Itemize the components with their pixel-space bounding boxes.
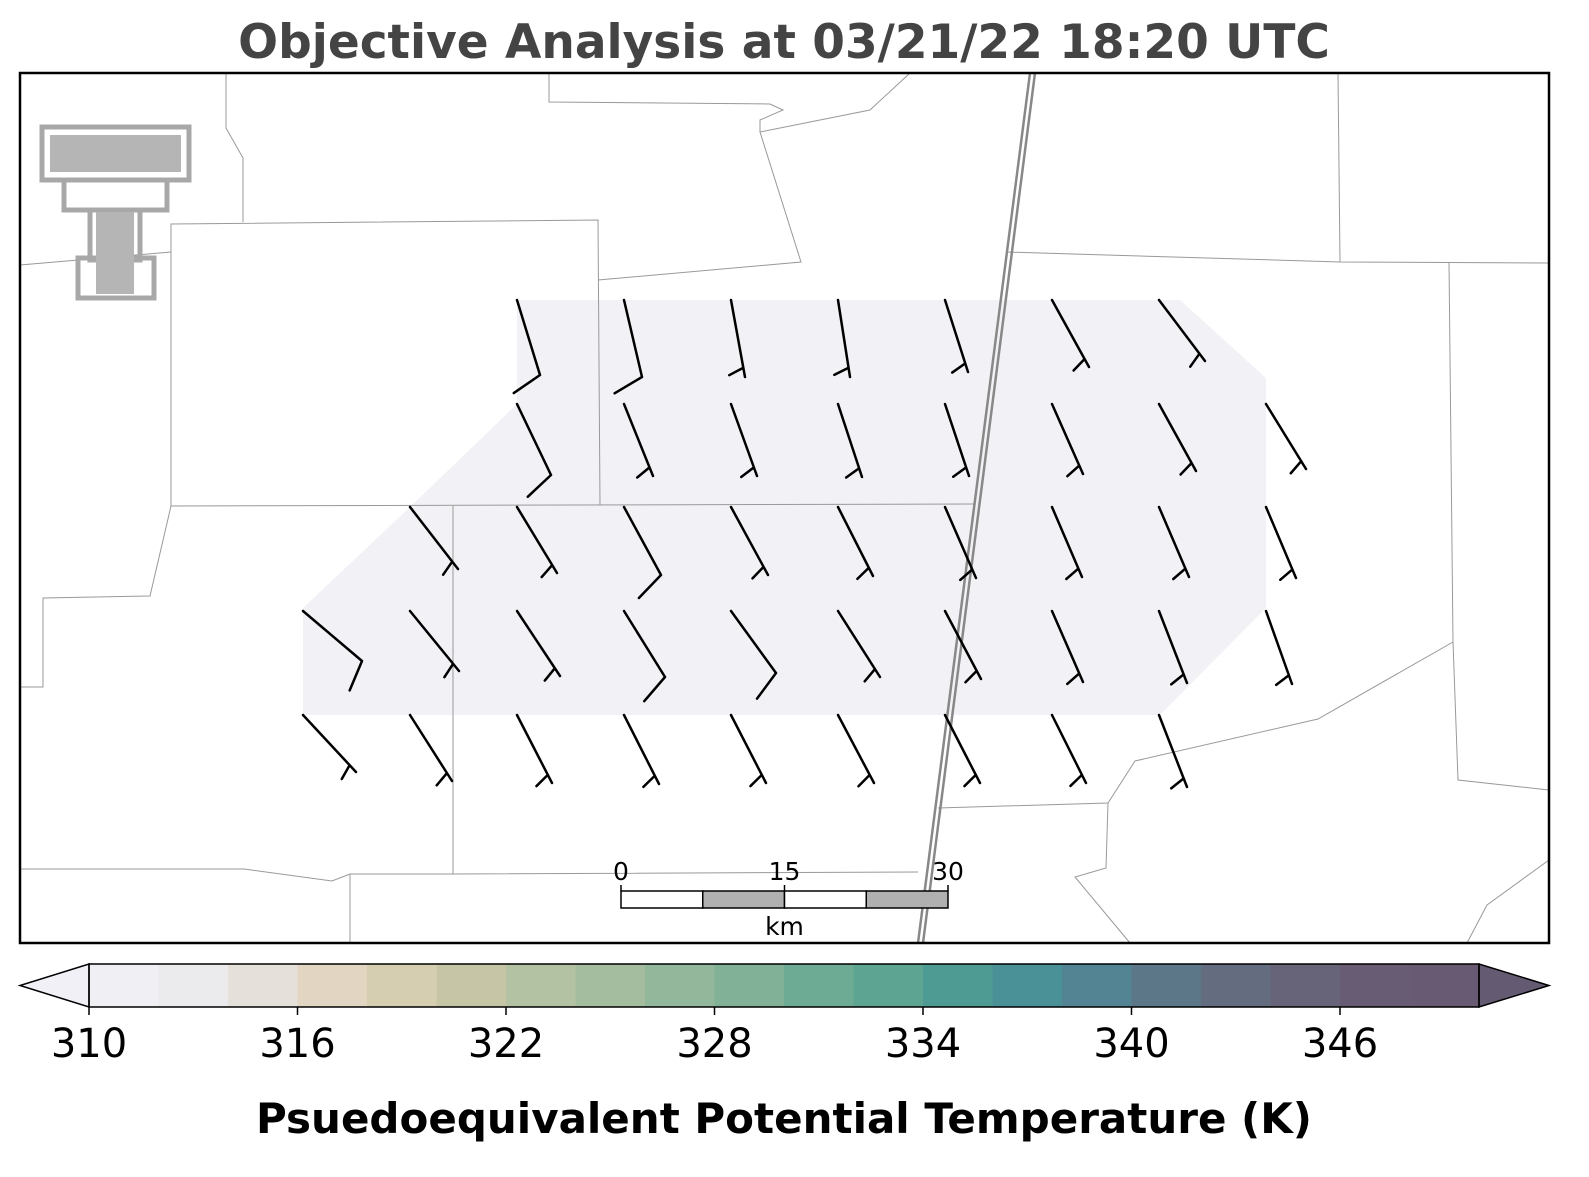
colorbar-bin	[297, 964, 368, 1007]
wind-barb	[515, 713, 554, 788]
theta-e-fill	[303, 300, 1266, 715]
colorbar-tick-label: 334	[885, 1021, 961, 1067]
colorbar-bin	[436, 964, 507, 1007]
wind-barb	[729, 609, 778, 700]
wind-barb	[1050, 402, 1085, 478]
scale-segment	[865, 890, 949, 909]
scale-tick-label: 15	[769, 857, 801, 886]
county-lines	[19, 72, 1550, 944]
wind-barb	[1050, 609, 1085, 686]
colorbar-bin	[1062, 964, 1132, 1007]
wind-barbs	[301, 298, 1308, 790]
wind-barb	[729, 713, 768, 788]
wind-barb	[1157, 609, 1189, 686]
scale-tick-label: 30	[932, 857, 964, 886]
colorbar-tick-label: 340	[1093, 1021, 1169, 1067]
colorbar-bin	[992, 964, 1063, 1007]
wind-barb	[613, 298, 644, 395]
colorbar-bin	[853, 964, 924, 1007]
wind-barb	[622, 505, 663, 600]
wind-barb	[1157, 298, 1207, 368]
colorbar-tick-label: 310	[51, 1021, 127, 1067]
wind-barb	[727, 298, 747, 379]
wind-barb	[1050, 505, 1084, 581]
colorbar-bin	[784, 964, 854, 1007]
wind-barb	[515, 609, 562, 682]
colorbar-label: Psuedoequivalent Potential Temperature (…	[256, 1094, 1312, 1143]
colorbar-bin	[506, 964, 576, 1007]
wind-barb	[833, 298, 852, 379]
wind-barb	[1157, 402, 1198, 476]
wind-barb	[943, 713, 982, 788]
wind-barb	[512, 298, 542, 395]
logo	[39, 124, 192, 301]
wind-barb	[1050, 298, 1091, 372]
colorbar: 310 316 322 328 334 340 346	[17, 962, 1552, 1067]
colorbar-bin	[575, 964, 646, 1007]
wind-barb	[1264, 505, 1298, 582]
scale-segment	[702, 890, 786, 909]
wind-barb	[836, 713, 876, 788]
wind-barb	[1050, 713, 1088, 788]
wind-barb	[408, 505, 460, 576]
wind-barb	[622, 713, 661, 789]
colorbar-bin	[158, 964, 229, 1007]
colorbar-tick-label: 322	[468, 1021, 544, 1067]
wind-barb	[943, 505, 978, 582]
wind-barb	[622, 609, 667, 703]
colorbar-frame	[88, 963, 1480, 1008]
wind-barb	[836, 505, 875, 581]
title: Objective Analysis at 03/21/22 18:20 UTC	[238, 15, 1330, 70]
wind-barb	[943, 298, 970, 374]
colorbar-bin	[1201, 964, 1271, 1007]
wind-barb	[301, 609, 364, 692]
colorbar-bin	[714, 964, 785, 1007]
scale-unit: km	[765, 912, 804, 941]
wind-barb	[515, 402, 553, 499]
scale-segment	[783, 890, 867, 909]
colorbar-bin	[1131, 964, 1202, 1007]
colorbar-bin	[367, 964, 437, 1007]
scale-tick-label: 0	[613, 857, 629, 886]
colorbar-bin	[1270, 964, 1341, 1007]
colorbar-extend-high	[1478, 962, 1552, 1009]
wind-barb	[1264, 609, 1294, 687]
wind-barb	[1157, 713, 1189, 790]
colorbar-tick-label: 316	[259, 1021, 335, 1067]
wind-barb	[729, 402, 759, 479]
wind-barb	[1157, 505, 1191, 581]
colorbar-bin	[923, 964, 993, 1007]
wind-barb	[943, 402, 971, 478]
highway	[916, 72, 1037, 944]
wind-barb	[729, 505, 770, 580]
colorbar-tick-label: 328	[676, 1021, 752, 1067]
colorbar-bin	[645, 964, 715, 1007]
scale-bar: 0 15 30 km	[613, 857, 964, 941]
map-frame	[18, 71, 1551, 945]
scale-segment	[620, 890, 704, 909]
colorbar-extend-low	[17, 962, 90, 1009]
wind-barb	[836, 402, 864, 479]
colorbar-bin	[1409, 964, 1480, 1007]
map: 0 15 30 km	[18, 71, 1551, 945]
colorbar-bin	[89, 964, 159, 1007]
wind-barb	[515, 505, 559, 579]
wind-barb	[943, 609, 983, 684]
wind-barb	[1264, 402, 1308, 475]
colorbar-tick-label: 346	[1302, 1021, 1378, 1067]
colorbar-bin	[228, 964, 298, 1007]
wind-barb	[836, 609, 882, 683]
wind-barb	[408, 713, 454, 787]
wind-barb	[301, 713, 358, 781]
wind-barb	[408, 609, 461, 679]
colorbar-bin	[1340, 964, 1410, 1007]
wind-barb	[622, 402, 655, 479]
